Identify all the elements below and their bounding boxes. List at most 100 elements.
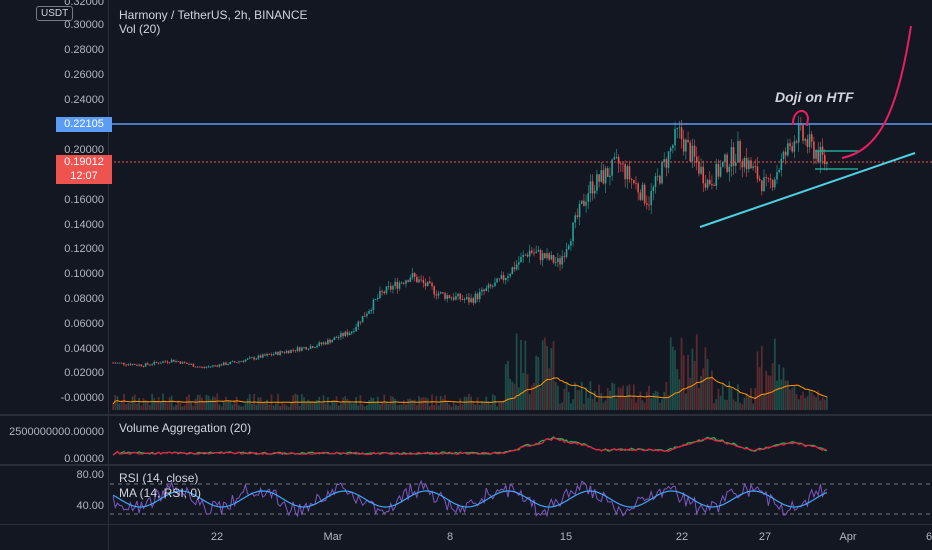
- volume-bar: [502, 400, 505, 410]
- pane-divider-rsi[interactable]: [0, 464, 932, 466]
- candle-body: [309, 346, 312, 349]
- candle-body: [741, 161, 744, 168]
- volume-bar: [556, 385, 559, 410]
- time-label: 22: [210, 531, 224, 543]
- volume-bar: [164, 400, 167, 410]
- volume-bar: [355, 397, 357, 410]
- candle-body: [548, 253, 550, 260]
- volume-bar: [563, 388, 566, 410]
- time-axis-divider: [0, 524, 932, 525]
- candle-body: [535, 251, 537, 253]
- volume-bar: [587, 397, 590, 410]
- volume-bar: [411, 400, 414, 410]
- volume-bar: [604, 400, 607, 410]
- volume-bar: [287, 406, 290, 410]
- volume-bar: [396, 405, 399, 410]
- volume-bar: [658, 402, 661, 410]
- volume-bar: [524, 340, 527, 410]
- candle-body: [756, 166, 759, 179]
- volume-aggregation-title[interactable]: Volume Aggregation (20): [119, 421, 252, 435]
- candle-body: [114, 362, 117, 364]
- candle-body: [229, 361, 232, 364]
- candle-body: [359, 321, 362, 323]
- volume-bar: [743, 397, 746, 410]
- volume-bar: [559, 403, 561, 410]
- symbol-title: Harmony / TetherUS, 2h, BINANCE: [119, 8, 308, 22]
- candle-body: [296, 347, 299, 351]
- volume-bar: [795, 394, 798, 410]
- volume-bar: [392, 396, 394, 410]
- volume-bar: [650, 398, 653, 410]
- volume-indicator-label[interactable]: Vol (20): [119, 22, 161, 36]
- rsi-ma-title[interactable]: MA (14, RSI, 0): [119, 486, 202, 500]
- volume-bar: [585, 387, 587, 410]
- volume-bar: [409, 398, 412, 410]
- volume-bar: [381, 402, 384, 410]
- currency-button[interactable]: USDT: [36, 6, 74, 21]
- candle-body: [520, 256, 522, 263]
- candle-body: [372, 299, 375, 311]
- candle-body: [173, 359, 175, 362]
- doji-circle-marker[interactable]: [791, 109, 810, 127]
- candle-body: [140, 364, 143, 367]
- volume-bar: [724, 399, 726, 410]
- projection-curve[interactable]: [841, 25, 912, 159]
- volume-bar: [450, 406, 453, 410]
- candle-body: [366, 313, 368, 316]
- support-trendline[interactable]: [699, 152, 916, 228]
- price-tick: 0.10000: [64, 268, 104, 280]
- volume-bar: [311, 402, 314, 410]
- volume-bar: [240, 406, 242, 410]
- volume-bar: [496, 406, 499, 410]
- volume-bar: [478, 404, 481, 410]
- candle-body: [344, 331, 347, 337]
- candle-body: [531, 250, 533, 253]
- volume-bar: [261, 402, 264, 410]
- candle-body: [496, 278, 498, 283]
- candle-body: [641, 184, 644, 200]
- volume-bar: [333, 400, 336, 410]
- volume-bar: [229, 401, 232, 410]
- volume-bar: [324, 403, 327, 410]
- candle-body: [363, 315, 366, 317]
- price-tick: 0.20000: [64, 144, 104, 156]
- volume-bar: [622, 385, 624, 410]
- candle-body: [205, 366, 208, 368]
- volume-bar: [797, 399, 800, 410]
- volume-bar: [528, 394, 531, 410]
- candle-body: [650, 190, 652, 206]
- volume-bar: [645, 391, 648, 410]
- last-price-tag: 0.19012: [56, 155, 112, 170]
- volume-bar: [489, 404, 492, 410]
- pane-divider-volume-aggregation[interactable]: [0, 414, 932, 416]
- volume-bar: [329, 405, 331, 410]
- rsi-title[interactable]: RSI (14, close): [119, 471, 199, 485]
- doji-annotation[interactable]: Doji on HTF: [775, 89, 854, 105]
- candle-body: [214, 365, 216, 367]
- volume-bar: [520, 339, 522, 410]
- candle-body: [743, 158, 746, 168]
- volume-bar: [711, 370, 713, 410]
- candle-body: [758, 178, 761, 181]
- candle-body: [288, 350, 290, 354]
- candle-body: [483, 289, 485, 292]
- candle-body: [203, 367, 205, 368]
- candle-body: [457, 293, 459, 297]
- price-tick: 0.16000: [64, 194, 104, 206]
- candle-body: [806, 139, 809, 147]
- volume-bar: [361, 404, 364, 410]
- volume-bar: [452, 401, 455, 410]
- candle-body: [559, 258, 561, 265]
- candle-body: [654, 176, 657, 187]
- volume-bar: [172, 406, 175, 410]
- candle-body: [413, 273, 416, 277]
- candle-body: [596, 174, 598, 191]
- volume-bar: [185, 396, 188, 410]
- candle-body: [170, 359, 173, 363]
- candle-body: [481, 289, 483, 292]
- volume-bar: [687, 355, 689, 410]
- candle-body: [715, 163, 718, 186]
- candle-body: [400, 282, 403, 284]
- candle-body: [717, 163, 720, 177]
